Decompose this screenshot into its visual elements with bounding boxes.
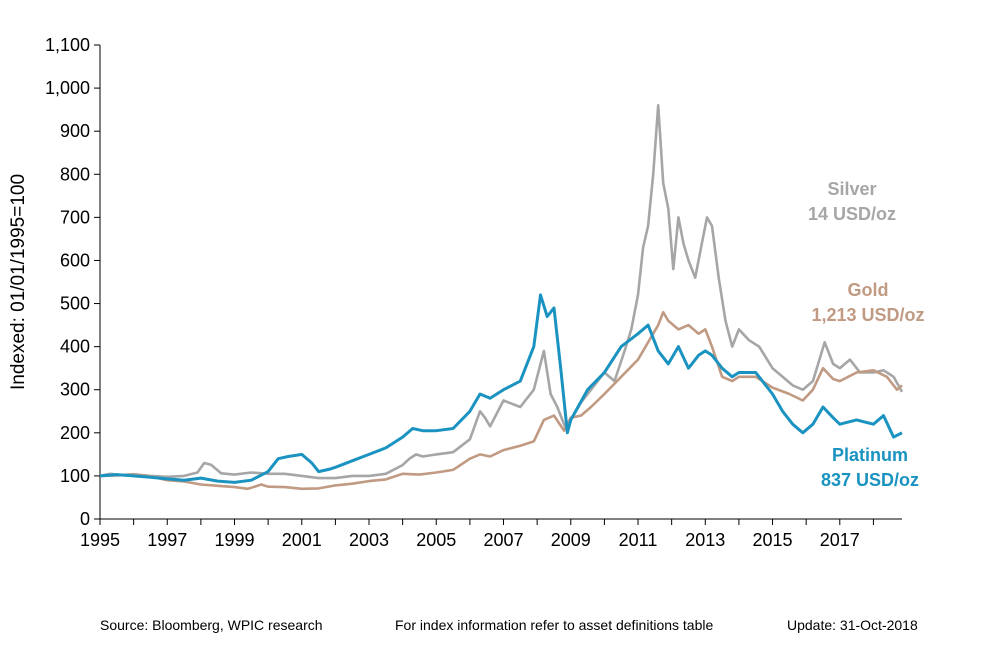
y-tick-label: 400: [60, 337, 90, 357]
x-tick-label: 1997: [147, 530, 187, 550]
y-axis-label: Indexed: 01/01/1995=100: [8, 174, 29, 390]
gold-label: Gold: [848, 280, 889, 300]
y-tick-label: 700: [60, 207, 90, 227]
axes: [99, 45, 902, 520]
y-tick-label: 600: [60, 250, 90, 270]
y-tick-label: 1,100: [45, 35, 90, 55]
x-tick-label: 2001: [282, 530, 322, 550]
x-tick-label: 2015: [753, 530, 793, 550]
platinum-label: Platinum: [832, 445, 908, 465]
series-line-gold: [99, 310, 903, 491]
silver-label: Silver: [827, 179, 876, 199]
x-tick-label: 2017: [820, 530, 860, 550]
series-group: [99, 104, 904, 491]
silver-price-label: 14 USD/oz: [808, 204, 896, 224]
y-tick-label: 900: [60, 121, 90, 141]
x-tick-label: 2009: [551, 530, 591, 550]
x-tick-label: 2005: [416, 530, 456, 550]
footer-note: For index information refer to asset def…: [395, 617, 713, 633]
y-tick-label: 1,000: [45, 78, 90, 98]
x-tick-label: 1995: [80, 530, 120, 550]
gold-price-label: 1,213 USD/oz: [811, 305, 924, 325]
x-tick-label: 2003: [349, 530, 389, 550]
platinum-price-label: 837 USD/oz: [821, 470, 919, 490]
y-tick-group: 0 100 200 300 400 500 600 700 800 900 1,000 1,100: [45, 35, 100, 529]
x-tick-group: 1995 1997 1999 2001 2003 2005 2007 2009 2011 2013…: [80, 519, 874, 550]
x-tick-label: 2007: [483, 530, 523, 550]
y-tick-label: 300: [60, 380, 90, 400]
footer-source: Source: Bloomberg, WPIC research: [100, 617, 323, 633]
series-line-platinum: [99, 293, 903, 484]
x-tick-label: 2011: [619, 530, 658, 550]
y-tick-label: 800: [60, 164, 90, 184]
y-tick-label: 0: [80, 509, 90, 529]
x-tick-label: 1999: [214, 530, 254, 550]
y-tick-label: 100: [60, 466, 90, 486]
y-tick-label: 200: [60, 423, 90, 443]
footer-update: Update: 31-Oct-2018: [787, 617, 918, 633]
x-tick-label: 2013: [685, 530, 725, 550]
series-line-silver: [99, 104, 904, 480]
y-tick-label: 500: [60, 294, 90, 314]
